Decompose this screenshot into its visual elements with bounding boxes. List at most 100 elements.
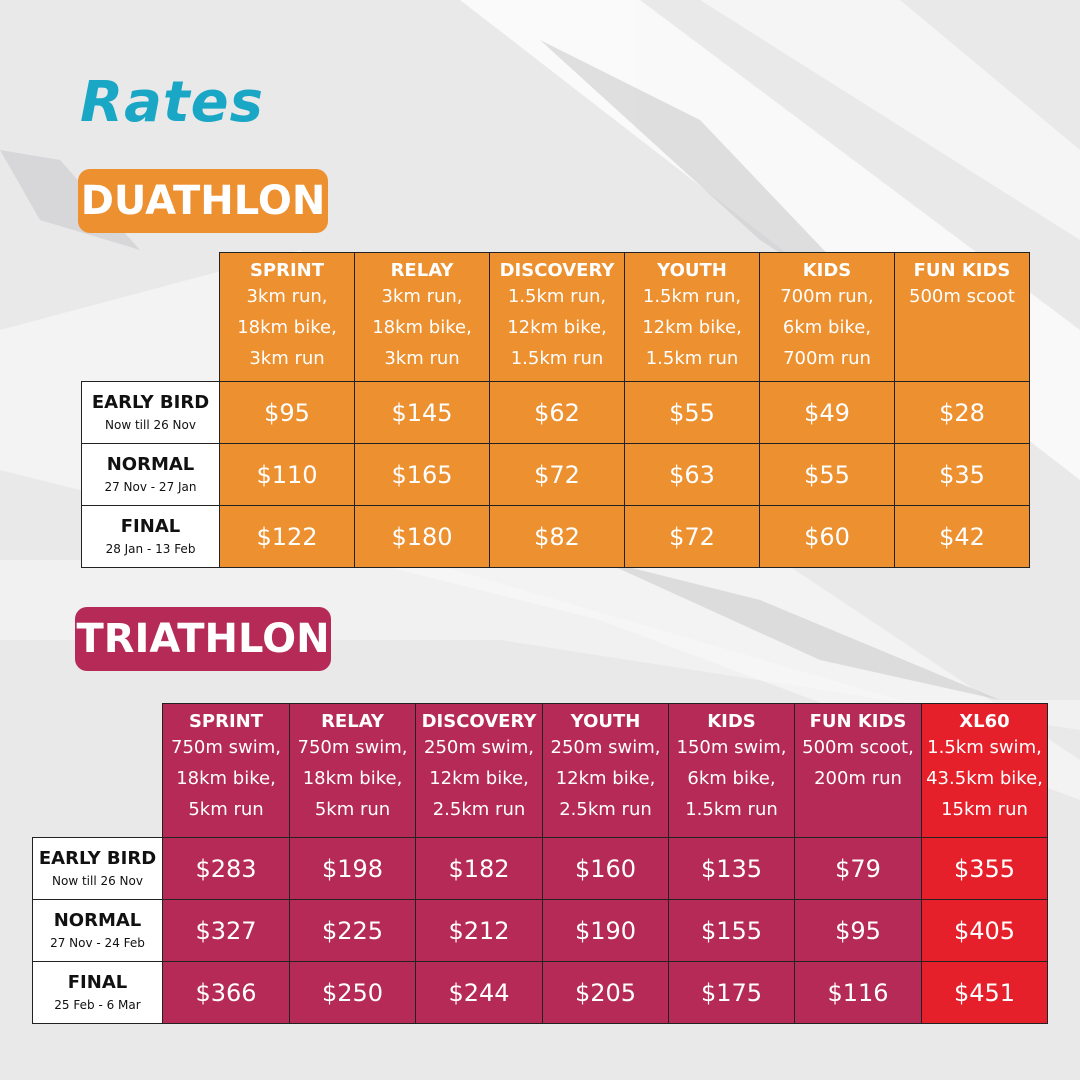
price-cell: $79 bbox=[794, 837, 922, 900]
price-cell: $205 bbox=[542, 961, 669, 1024]
column-desc: 18km bike, bbox=[302, 768, 403, 789]
column-desc: 2.5km run bbox=[559, 799, 652, 820]
price-cell: $95 bbox=[219, 381, 355, 444]
row-label: NORMAL bbox=[106, 453, 195, 475]
price-cell: $72 bbox=[489, 443, 625, 506]
price-cell: $190 bbox=[542, 899, 669, 962]
price-cell: $198 bbox=[289, 837, 416, 900]
column-desc: 5km run bbox=[188, 799, 264, 820]
price-cell: $327 bbox=[162, 899, 290, 962]
price-cell: $135 bbox=[668, 837, 795, 900]
column-header-sprint: SPRINT 3km run, 18km bike, 3km run bbox=[219, 252, 355, 382]
table-corner bbox=[82, 253, 220, 382]
price-cell: $63 bbox=[624, 443, 760, 506]
row-label-final: FINAL 25 Feb - 6 Mar bbox=[32, 961, 163, 1024]
row-label: FINAL bbox=[120, 515, 181, 537]
row-label: FINAL bbox=[67, 971, 128, 993]
column-desc: 750m swim, bbox=[171, 737, 281, 758]
column-desc: 12km bike, bbox=[642, 317, 742, 338]
column-header-sprint: SPRINT 750m swim, 18km bike, 5km run bbox=[162, 703, 290, 838]
column-name: XL60 bbox=[959, 711, 1010, 732]
price-cell: $165 bbox=[354, 443, 490, 506]
column-name: DISCOVERY bbox=[421, 711, 537, 732]
price-cell: $49 bbox=[759, 381, 895, 444]
price-cell: $122 bbox=[219, 505, 355, 568]
triathlon-heading: TRIATHLON bbox=[75, 607, 331, 671]
column-desc: 1.5km run bbox=[645, 348, 739, 369]
row-dates: 27 Nov - 24 Feb bbox=[50, 935, 145, 950]
column-name: YOUTH bbox=[570, 711, 641, 732]
column-header-kids: KIDS 150m swim, 6km bike, 1.5km run bbox=[668, 703, 795, 838]
price-cell: $355 bbox=[921, 837, 1048, 900]
column-desc: 500m scoot, bbox=[802, 737, 914, 758]
table-row: FINAL 28 Jan - 13 Feb $122 $180 $82 $72 $… bbox=[81, 505, 1030, 568]
column-name: SPRINT bbox=[249, 260, 325, 281]
price-cell: $95 bbox=[794, 899, 922, 962]
column-desc: 18km bike, bbox=[237, 317, 337, 338]
table-row: NORMAL 27 Nov - 24 Feb $327 $225 $212 $19… bbox=[32, 899, 1048, 962]
column-desc: 3km run, bbox=[381, 286, 463, 307]
row-label: EARLY BIRD bbox=[91, 391, 210, 413]
price-cell: $283 bbox=[162, 837, 290, 900]
row-dates: 25 Feb - 6 Mar bbox=[54, 997, 141, 1012]
price-cell: $116 bbox=[794, 961, 922, 1024]
triathlon-rates-table: SPRINT 750m swim, 18km bike, 5km run RELAY 7… bbox=[32, 703, 1048, 1024]
column-name: SPRINT bbox=[188, 711, 264, 732]
column-header-discovery: DISCOVERY 1.5km run, 12km bike, 1.5km run bbox=[489, 252, 625, 382]
column-header-kids: KIDS 700m run, 6km bike, 700m run bbox=[759, 252, 895, 382]
column-name: DISCOVERY bbox=[499, 260, 615, 281]
column-name: KIDS bbox=[802, 260, 852, 281]
column-name: FUN KIDS bbox=[913, 260, 1011, 281]
table-row: FINAL 25 Feb - 6 Mar $366 $250 $244 $205 … bbox=[32, 961, 1048, 1024]
table-row: EARLY BIRD Now till 26 Nov $95 $145 $62 $… bbox=[81, 381, 1030, 444]
row-label-normal: NORMAL 27 Nov - 24 Feb bbox=[32, 899, 163, 962]
price-cell: $451 bbox=[921, 961, 1048, 1024]
column-desc: 1.5km run, bbox=[642, 286, 742, 307]
price-cell: $82 bbox=[489, 505, 625, 568]
price-cell: $72 bbox=[624, 505, 760, 568]
column-desc: 250m swim, bbox=[550, 737, 661, 758]
table-corner bbox=[33, 704, 163, 838]
column-header-fun-kids: FUN KIDS 500m scoot, 200m run bbox=[794, 703, 922, 838]
row-label: EARLY BIRD bbox=[38, 847, 157, 869]
column-header-youth: YOUTH 1.5km run, 12km bike, 1.5km run bbox=[624, 252, 760, 382]
column-desc: 12km bike, bbox=[429, 768, 529, 789]
column-desc: 1.5km swim, bbox=[927, 737, 1042, 758]
price-cell: $212 bbox=[415, 899, 543, 962]
column-header-fun-kids: FUN KIDS 500m scoot bbox=[894, 252, 1030, 382]
column-header-relay: RELAY 3km run, 18km bike, 3km run bbox=[354, 252, 490, 382]
page-title: Rates bbox=[80, 70, 264, 135]
price-cell: $155 bbox=[668, 899, 795, 962]
price-cell: $28 bbox=[894, 381, 1030, 444]
column-name: RELAY bbox=[321, 711, 384, 732]
column-header-relay: RELAY 750m swim, 18km bike, 5km run bbox=[289, 703, 416, 838]
column-desc: 150m swim, bbox=[676, 737, 787, 758]
price-cell: $182 bbox=[415, 837, 543, 900]
column-desc: 3km run bbox=[384, 348, 460, 369]
column-desc: 6km bike, bbox=[782, 317, 872, 338]
price-cell: $244 bbox=[415, 961, 543, 1024]
column-desc: 2.5km run bbox=[432, 799, 526, 820]
row-label: NORMAL bbox=[53, 909, 142, 931]
price-cell: $405 bbox=[921, 899, 1048, 962]
column-name: KIDS bbox=[707, 711, 756, 732]
column-desc: 750m swim, bbox=[297, 737, 408, 758]
column-desc: 250m swim, bbox=[424, 737, 534, 758]
price-cell: $250 bbox=[289, 961, 416, 1024]
price-cell: $62 bbox=[489, 381, 625, 444]
price-cell: $175 bbox=[668, 961, 795, 1024]
price-cell: $55 bbox=[624, 381, 760, 444]
column-name: FUN KIDS bbox=[809, 711, 907, 732]
column-desc: 1.5km run bbox=[510, 348, 604, 369]
duathlon-heading: DUATHLON bbox=[78, 169, 328, 233]
price-cell: $145 bbox=[354, 381, 490, 444]
column-desc: 12km bike, bbox=[507, 317, 607, 338]
column-name: RELAY bbox=[390, 260, 454, 281]
column-header-discovery: DISCOVERY 250m swim, 12km bike, 2.5km run bbox=[415, 703, 543, 838]
column-desc: 12km bike, bbox=[555, 768, 656, 789]
price-cell: $55 bbox=[759, 443, 895, 506]
column-desc: 500m scoot bbox=[909, 286, 1015, 307]
column-desc: 43.5km bike, bbox=[926, 768, 1043, 789]
price-cell: $160 bbox=[542, 837, 669, 900]
row-dates: 27 Nov - 27 Jan bbox=[104, 479, 197, 494]
